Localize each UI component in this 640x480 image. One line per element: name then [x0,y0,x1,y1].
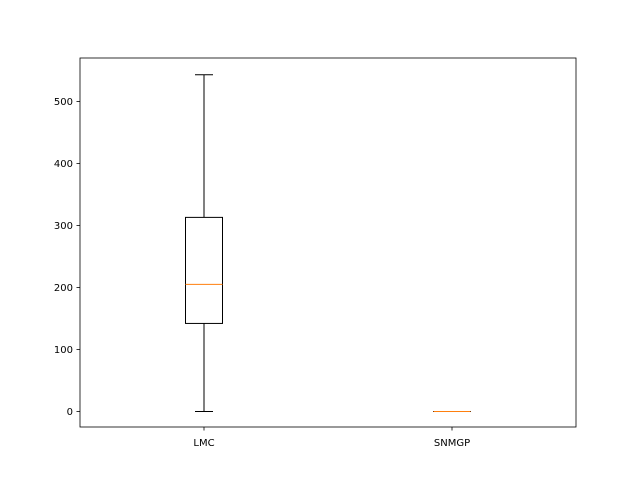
box-lmc [185,74,223,412]
y-tick-label: 0 [67,407,73,418]
x-tick-label: LMC [193,438,214,449]
y-tick-label: 400 [54,159,73,170]
box-iqr [185,216,223,324]
axes-frame [79,57,577,428]
y-tick-label: 500 [54,97,73,108]
y-tick-label: 300 [54,221,73,232]
y-tick-label: 100 [54,345,73,356]
y-tick-label: 200 [54,283,73,294]
x-tick-label: SNMGP [434,438,470,449]
